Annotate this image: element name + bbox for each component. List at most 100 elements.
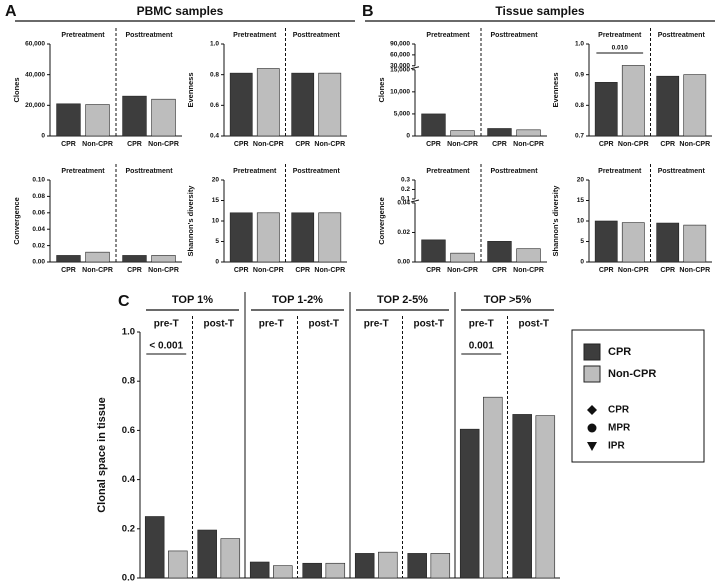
- bar: [378, 551, 398, 579]
- y-tick-label: 15: [577, 197, 585, 204]
- y-tick-label: 0.1: [401, 196, 410, 203]
- group-label: post-T: [308, 319, 339, 330]
- y-tick-label: 0.2: [122, 523, 135, 534]
- y-axis-label: Evenness: [551, 72, 560, 107]
- panel-title: Tissue samples: [495, 4, 584, 18]
- bar: [144, 516, 165, 579]
- group-label: Pretreatment: [61, 32, 105, 39]
- annotation: < 0.001: [149, 341, 183, 352]
- y-tick-label: 20: [577, 177, 585, 184]
- bar: [229, 72, 253, 137]
- bar: [512, 414, 532, 579]
- x-tick-label: Non-CPR: [82, 141, 113, 148]
- bar: [683, 224, 707, 263]
- panel-letter: A: [5, 3, 17, 20]
- y-tick-label: 0.00: [32, 259, 45, 266]
- group-label: pre-T: [259, 319, 284, 330]
- bar: [122, 255, 147, 263]
- legend-swatch: [583, 343, 601, 361]
- x-tick-label: Non-CPR: [253, 141, 284, 148]
- bar: [302, 562, 322, 579]
- legend-marker: [587, 405, 597, 415]
- bar: [151, 255, 176, 263]
- bar: [249, 561, 270, 579]
- y-tick-label: 0.8: [210, 71, 219, 78]
- x-tick-label: CPR: [127, 267, 142, 274]
- y-tick-label: 0.6: [210, 102, 219, 109]
- legend-label: Non-CPR: [608, 368, 656, 380]
- x-tick-label: CPR: [234, 267, 249, 274]
- y-tick-label: 40,000: [25, 71, 45, 78]
- y-axis-label: Clonal space in tissue: [96, 397, 108, 513]
- group-label: pre-T: [154, 319, 179, 330]
- group-label: Pretreatment: [598, 32, 642, 39]
- bar: [85, 251, 110, 263]
- y-tick-label: 0.10: [32, 177, 45, 184]
- x-tick-label: CPR: [234, 141, 249, 148]
- y-axis-label: Clones: [12, 77, 21, 102]
- panel-letter: B: [362, 3, 374, 20]
- bar: [621, 222, 645, 263]
- bar: [656, 75, 680, 137]
- annotation: 0.010: [612, 45, 629, 52]
- x-tick-label: Non-CPR: [253, 267, 284, 274]
- y-tick-label: 0.00: [397, 259, 410, 266]
- legend-marker: [587, 442, 597, 451]
- panel-letter: C: [118, 293, 130, 310]
- legend-label: CPR: [608, 346, 631, 358]
- group-label: Posttreatment: [125, 168, 173, 175]
- group-label: Pretreatment: [233, 168, 277, 175]
- x-tick-label: CPR: [295, 141, 310, 148]
- y-tick-label: 20: [212, 177, 220, 184]
- x-tick-label: Non-CPR: [679, 141, 710, 148]
- bar: [450, 252, 475, 263]
- x-tick-label: Non-CPR: [314, 267, 345, 274]
- bar: [256, 212, 280, 263]
- x-tick-label: Non-CPR: [148, 141, 179, 148]
- bar: [318, 72, 342, 137]
- y-axis-label: Evenness: [186, 72, 195, 107]
- bar: [256, 68, 280, 137]
- legend-box: [571, 329, 705, 463]
- bar: [594, 220, 618, 263]
- y-tick-label: 0.8: [575, 102, 584, 109]
- bar: [516, 248, 541, 263]
- y-tick-label: 0.0: [122, 573, 135, 584]
- x-tick-label: CPR: [61, 267, 76, 274]
- bar: [56, 255, 81, 263]
- x-tick-label: CPR: [660, 141, 675, 148]
- legend-label: IPR: [608, 441, 625, 452]
- bar: [656, 222, 680, 263]
- bar: [220, 538, 241, 579]
- x-tick-label: Non-CPR: [618, 267, 649, 274]
- bar: [450, 130, 475, 137]
- x-tick-label: Non-CPR: [447, 141, 478, 148]
- bar: [594, 82, 618, 137]
- y-tick-label: 1.0: [210, 41, 219, 48]
- group-label: Pretreatment: [426, 168, 470, 175]
- x-tick-label: CPR: [127, 141, 142, 148]
- y-tick-label: 0.04: [397, 200, 410, 207]
- group-label: post-T: [413, 319, 444, 330]
- x-tick-label: Non-CPR: [679, 267, 710, 274]
- y-tick-label: 0.08: [32, 193, 45, 200]
- bar: [516, 129, 541, 137]
- bar: [430, 553, 451, 579]
- y-axis-label: Shannon's diversity: [186, 185, 195, 257]
- y-tick-label: 0: [41, 133, 45, 140]
- y-tick-label: 0.02: [397, 229, 410, 236]
- y-axis-label: Shannon's diversity: [551, 185, 560, 257]
- bar: [535, 415, 556, 579]
- bar: [325, 562, 346, 579]
- bar: [621, 65, 645, 137]
- bar: [683, 74, 707, 137]
- x-tick-label: Non-CPR: [513, 267, 544, 274]
- bar: [459, 428, 480, 579]
- y-tick-label: 1.0: [575, 41, 584, 48]
- x-tick-label: Non-CPR: [513, 141, 544, 148]
- bar: [318, 212, 342, 263]
- y-tick-label: 0.06: [32, 210, 45, 217]
- x-tick-label: CPR: [492, 267, 507, 274]
- bar: [273, 565, 293, 579]
- y-axis-label: Convergence: [377, 197, 386, 245]
